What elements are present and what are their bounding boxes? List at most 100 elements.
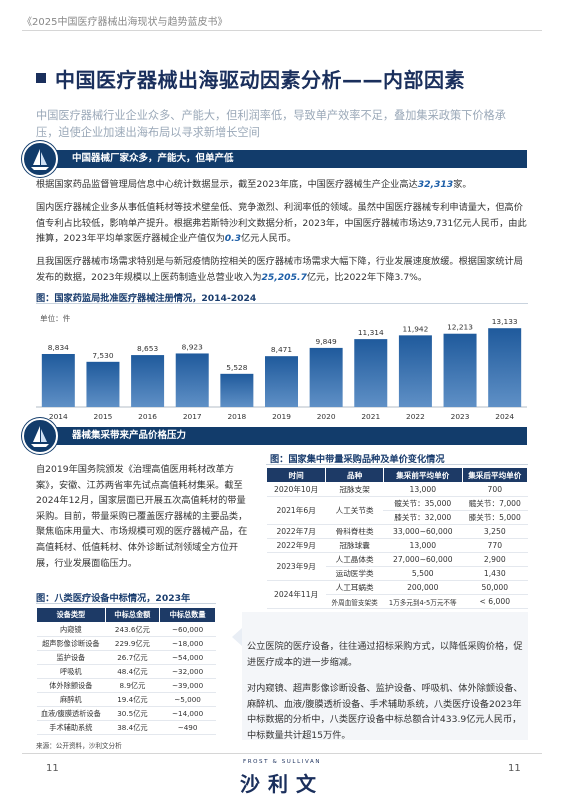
t1-cell-category: 人工关节类 (325, 496, 384, 525)
t2-cell-type: 内窥镜 (36, 622, 106, 637)
t1-cell-after: 3,250 (462, 524, 528, 539)
chart-category-label: 2016 (138, 412, 157, 421)
table-row: 膝关节：32,000 膝关节：5,000 (267, 510, 528, 525)
chart-bar-2020 (309, 347, 343, 407)
table-row: 内窥镜 243.6亿元 ~60,000 (36, 622, 216, 637)
t2-header-count: 中标总数量 (159, 607, 216, 623)
t1-cell-before: 膝关节：32,000 (383, 510, 463, 525)
p1-text-a: 根据国家药品监督管理局信息中心统计数据显示，截至2023年底，中国医疗器械生产企… (36, 179, 418, 190)
chart-value-label: 8,471 (271, 345, 292, 354)
chart-title: 图：国家药监局批准医疗器械注册情况，2014-2024 (36, 293, 257, 304)
page-number-right: 11 (508, 763, 521, 774)
t1-cell-before: 13,000 (383, 538, 463, 553)
t1-cell-after: 2,900 (462, 552, 528, 567)
p2-text-b: 亿元人民币。 (241, 233, 297, 244)
p3-highlight: 25,205.7 (261, 271, 307, 283)
chart-value-label: 8,834 (48, 343, 69, 352)
chart-bar-2024 (488, 328, 522, 407)
t1-header-time: 时间 (265, 467, 327, 483)
section-banner-1: 中国器械厂家众多，产能大，但单产低 (48, 150, 527, 168)
table-row: 2024年11月 人工耳蜗类 200,000 50,000 (266, 580, 528, 609)
chart-category-label: 2022 (406, 412, 425, 421)
registration-bar-chart: 8,834 2014 7,530 2015 8,653 2016 8,923 2017 5,52… (36, 309, 527, 427)
t2-header-amount: 中标总金额 (104, 607, 161, 623)
table-row: 2021年6月 人工关节类 髋关节：35,000 髋关节：7,000 (266, 496, 528, 525)
section-heading-2: 器械集采带来产品价格压力 (72, 430, 187, 441)
table-row: 超声影像诊断设备 229.9亿元 ~18,000 (36, 636, 216, 651)
chart-category-label: 2017 (183, 412, 202, 421)
t2-cell-amount: 243.6亿元 (105, 622, 160, 637)
paragraph-market-slowdown: 且我国医疗器械市场需求特别是与新冠疫情防控相关的医疗器械市场需求大幅下降，行业发… (36, 254, 528, 285)
table-row: 麻醉机 19.4亿元 ~5,000 (36, 692, 216, 707)
t1-cell-time: 2020年10月 (266, 482, 326, 497)
p1-highlight: 32,313 (417, 179, 454, 190)
chart-bar-2019 (265, 356, 298, 407)
sailboat-icon (22, 418, 58, 454)
table-row: 2020年10月 冠脉支架 13,000 700 (266, 482, 528, 497)
chart-bar-2021 (354, 339, 388, 407)
table1-title-divider (266, 464, 528, 465)
table-row: 呼吸机 48.4亿元 ~32,000 (36, 664, 216, 679)
section-heading-1: 中国器械厂家众多，产能大，但单产低 (72, 153, 234, 164)
p3-text-b: 亿元，比2022年下降3.7%。 (306, 271, 428, 283)
t1-cell-after: 髋关节：7,000 (462, 496, 528, 511)
title-square-marker (36, 73, 46, 83)
t1-cell-category: 冠脉球囊 (325, 538, 384, 553)
chart-category-label: 2020 (317, 412, 336, 421)
t2-cell-type: 血液/腹膜透析设备 (36, 706, 106, 721)
t1-cell-time: 2022年7月 (266, 524, 326, 539)
chart-category-label: 2019 (272, 412, 291, 421)
table-row: 外周血管支架类 1万多元到4-5万元不等 < 6,000 (267, 594, 528, 609)
t2-cell-count: ~14,000 (159, 706, 216, 721)
t2-cell-type: 超声影像诊断设备 (36, 636, 106, 651)
chart-bar-2022 (398, 335, 432, 407)
chart-value-label: 11,314 (358, 328, 384, 337)
t2-cell-type: 呼吸机 (36, 664, 106, 679)
sailboat-icon (22, 141, 58, 177)
t1-cell-after: 700 (462, 482, 528, 497)
chart-value-label: 5,528 (226, 363, 247, 372)
page-subtitle: 中国医疗器械行业企业众多、产能大，但利润率低，导致单产效率不足，叠加集采政策下价… (36, 109, 506, 139)
chart-value-label: 8,923 (182, 342, 203, 351)
chart-bar-2015 (86, 361, 120, 407)
t2-cell-amount: 38.4亿元 (105, 720, 160, 735)
equipment-bid-table: 设备类型 中标总金额 中标总数量 内窥镜 243.6亿元 ~60,000 超声影像诊断… (36, 607, 216, 735)
chart-value-label: 8,653 (137, 344, 158, 353)
t2-cell-amount: 30.5亿元 (105, 706, 160, 721)
t2-cell-type: 手术辅助系统 (36, 720, 106, 735)
chart-category-label: 2023 (451, 412, 470, 421)
p2-text-a: 国内医疗器械企业多从事低值耗材等技术壁垒低、竞争激烈、利润率低的领域。虽然中国医… (36, 202, 527, 244)
t2-cell-type: 监护设备 (36, 650, 106, 665)
t2-cell-amount: 8.9亿元 (105, 678, 160, 693)
chart-bar-2017 (175, 353, 209, 407)
t2-cell-count: ~18,000 (159, 636, 216, 651)
footer-divider (22, 753, 542, 754)
table-row: 2022年7月 骨科脊柱类 33,000~60,000 3,250 (266, 524, 528, 539)
t1-cell-after: < 6,000 (462, 594, 528, 609)
table-row: 2022年9月 冠脉球囊 13,000 770 (266, 538, 528, 553)
chart-title-divider (36, 303, 528, 304)
callout-box (242, 612, 528, 740)
t1-cell-category: 运动医学类 (325, 566, 384, 581)
brand-logo: 沙利文 (240, 772, 324, 796)
t2-cell-amount: 26.7亿元 (105, 650, 160, 665)
chart-category-label: 2024 (495, 412, 514, 421)
tender-paragraph: 公立医院的医疗设备，往往通过招标采购方式，以降低采购价格，促进医疗成本的进一步缩… (247, 641, 523, 668)
t1-header-before: 集采前平均单价 (382, 467, 463, 483)
t1-cell-time: 2021年6月 (266, 496, 326, 525)
document-header-title: 《2025中国医疗器械出海现状与趋势蓝皮书》 (22, 17, 228, 28)
chart-bar-2018 (220, 373, 254, 407)
t1-cell-after: 1,430 (462, 566, 528, 581)
t1-cell-time: 2024年11月 (266, 580, 326, 609)
t2-cell-count: ~39,000 (159, 678, 216, 693)
t2-cell-count: ~60,000 (159, 622, 216, 637)
t1-cell-category: 人工晶体类 (325, 552, 384, 567)
t1-header-category: 品种 (325, 467, 384, 483)
t1-cell-before: 13,000 (383, 482, 463, 497)
table1-title: 图：国家集中带量采购品种及单价变化情况 (270, 454, 445, 465)
chart-svg: 8,834 2014 7,530 2015 8,653 2016 8,923 2017 5,52… (36, 317, 527, 421)
section-banner-2: 器械集采带来产品价格压力 (48, 427, 527, 445)
chart-category-label: 2018 (227, 412, 246, 421)
page-number-left: 11 (46, 763, 59, 774)
t1-cell-category: 冠脉支架 (325, 482, 384, 497)
